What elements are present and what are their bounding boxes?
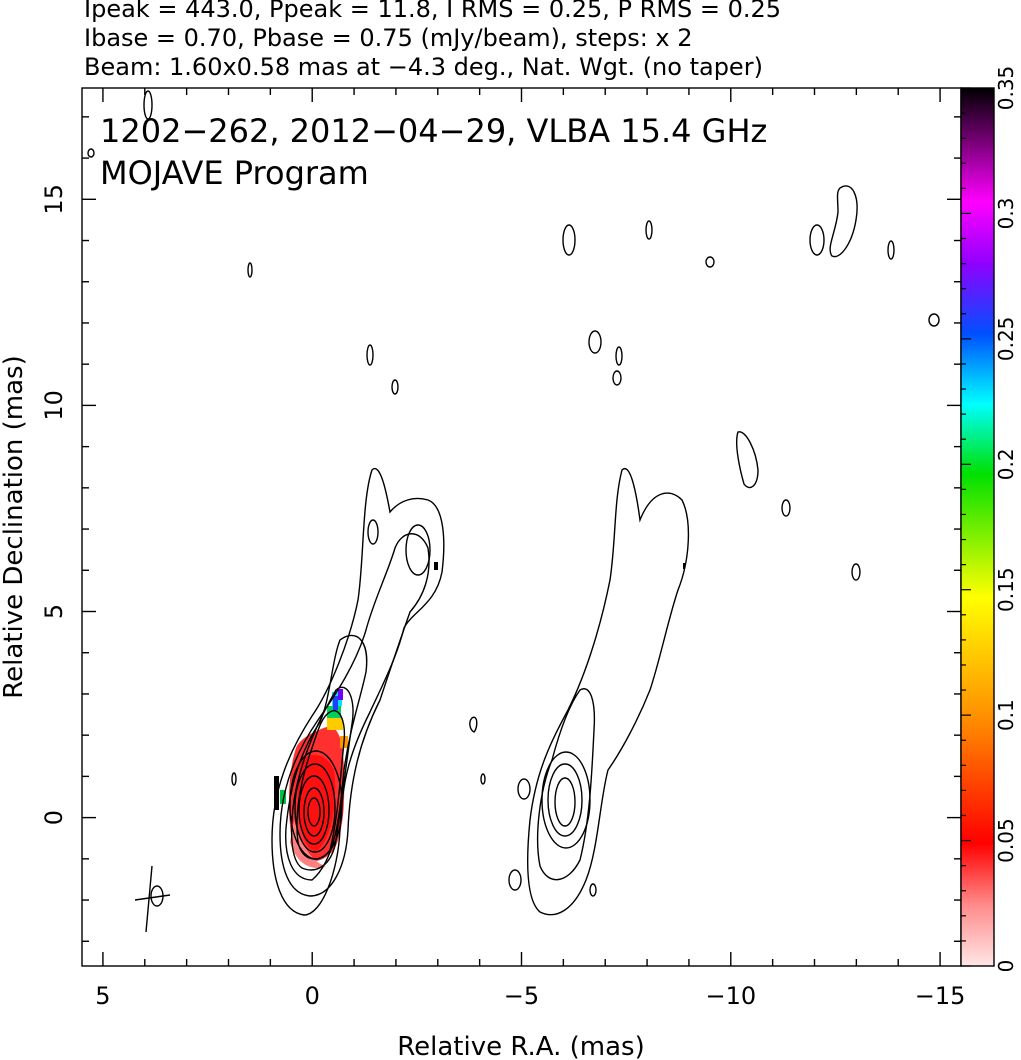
program-annotation: MOJAVE Program: [100, 154, 369, 192]
x-tick-label: 0: [305, 982, 320, 1010]
colorbar-tick-label: 0.3: [994, 198, 1018, 230]
colorbar-tick-label: 0: [994, 960, 1018, 973]
header-line-3: Beam: 1.60x0.58 mas at −4.3 deg., Nat. W…: [84, 53, 763, 81]
y-tick-label: 15: [40, 184, 68, 215]
colorbar-tick-label: 0.35: [994, 66, 1018, 111]
source-annotation: 1202−262, 2012−04−29, VLBA 15.4 GHz: [100, 112, 767, 150]
colorbar: 0 0.05 0.1 0.15 0.2 0.25 0.3 0.35: [960, 66, 1018, 973]
x-axis-label: Relative R.A. (mas): [397, 1032, 644, 1060]
total-intensity-contours: [87, 90, 445, 933]
y-axis-label: Relative Declination (mas): [0, 355, 29, 698]
colorbar-tick-label: 0.1: [994, 699, 1018, 731]
polarized-intensity-contours: [469, 185, 940, 916]
colorbar-tick-label: 0.15: [994, 567, 1018, 612]
colorbar-tick-label: 0.2: [994, 448, 1018, 480]
x-tick-label: −5: [504, 982, 539, 1010]
colorbar-tick-label: 0.05: [994, 818, 1018, 863]
colorbar-tick-label: 0.25: [994, 317, 1018, 362]
plot-frame: [81, 87, 962, 967]
x-tick-label: 5: [95, 982, 110, 1010]
plot-area: [87, 90, 940, 933]
colorbar-ticks: 0 0.05 0.1 0.15 0.2 0.25 0.3 0.35: [961, 66, 1018, 973]
y-tick-label: 10: [40, 390, 68, 421]
header-line-2: Ibase = 0.70, Pbase = 0.75 (mJy/beam), s…: [84, 24, 693, 52]
x-tick-label: −10: [705, 982, 756, 1010]
x-tick-label: −15: [915, 982, 966, 1010]
y-tick-label: 5: [40, 604, 68, 619]
y-tick-label: 0: [40, 810, 68, 825]
axis-ticks: 5 0 −5 −10 −15 0 5 10 15: [40, 88, 965, 1010]
header-line-1: Ipeak = 443.0, Ppeak = 11.8, I RMS = 0.2…: [84, 0, 781, 23]
